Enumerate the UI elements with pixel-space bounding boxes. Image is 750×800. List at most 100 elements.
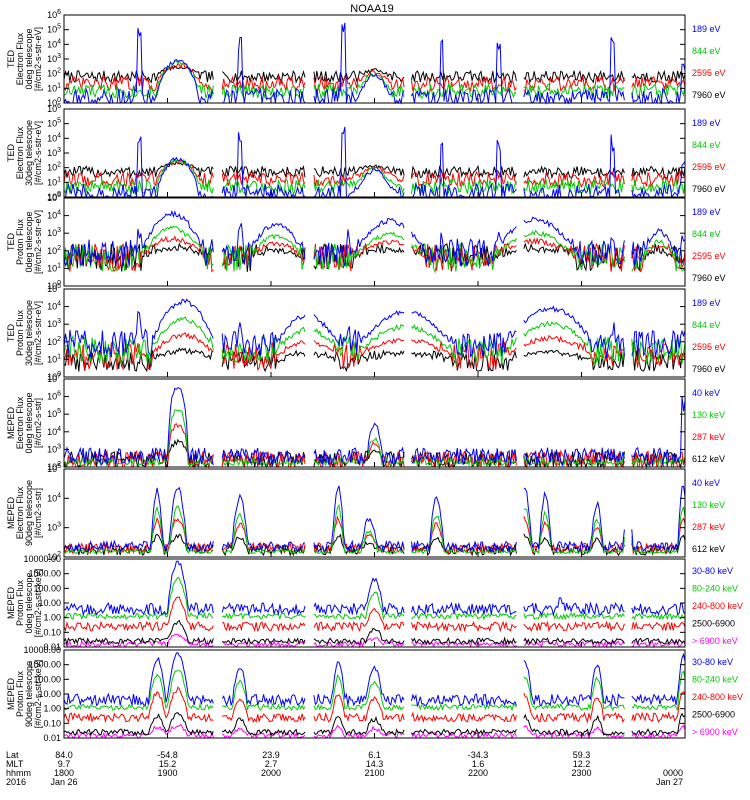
x-row-value: Jan 26 (50, 777, 77, 787)
panel-1: 100 101 102 103 104 105 106 TEDElectron Flux0de… (6, 9, 726, 108)
legend-entry: 30-80 keV (692, 566, 733, 576)
panel-4: 100 101 102 103 104 105 TEDProton Flux30deg te… (6, 283, 726, 382)
x-row-value: 1800 (54, 768, 74, 778)
trace-7960-ev (63, 65, 686, 85)
legend-entry: 2500-6900 (692, 619, 735, 629)
legend-entry: 130 keV (692, 500, 725, 510)
y-tick-label: 1.00 (43, 704, 61, 714)
legend-entry: 40 keV (692, 478, 720, 488)
trace-30-80-kev (63, 652, 686, 708)
y-tick-label: 0.01 (43, 642, 61, 652)
legend-entry: 240-800 keV (692, 601, 743, 611)
legend-entry: > 6900 keV (692, 727, 738, 737)
y-tick-label: 104 (47, 301, 61, 312)
y-axis-label: TEDElectron Flux30deg telescope[#/cm2-s-… (6, 120, 43, 186)
y-tick-label: 0.01 (43, 733, 61, 743)
x-row-value: Jan 27 (656, 777, 683, 787)
panel-8: 0.01 0.10 1.00 10.00 100.00 1000.00 10000.00 ME… (6, 645, 743, 743)
y-tick-label: 10.00 (38, 598, 61, 608)
y-axis-label: TEDElectron Flux0deg telescope[#/cm2-s-s… (6, 27, 43, 91)
trace-844-ev (63, 316, 686, 366)
legend-entry: 2595 eV (692, 342, 726, 352)
y-tick-label: 1000.00 (28, 660, 61, 670)
legend-entry: 844 eV (692, 320, 721, 330)
legend-entry: 189 eV (692, 207, 721, 217)
trace--6900-kev (63, 633, 686, 649)
trace-30-80-kev (63, 560, 686, 617)
y-tick-label: 10.00 (38, 689, 61, 699)
y-tick-label: 107 (47, 373, 61, 384)
y-tick-label: 103 (47, 443, 61, 454)
y-tick-label: 103 (47, 147, 61, 158)
x-row-value: 9.7 (58, 759, 71, 769)
legend-entry: 7960 eV (692, 90, 726, 100)
x-row-label: Lat (6, 750, 19, 760)
y-tick-label: 105 (47, 24, 61, 35)
y-tick-label: 105 (47, 118, 61, 129)
y-tick-label: 102 (47, 68, 61, 79)
y-tick-label: 105 (47, 463, 61, 474)
trace-2595-ev (63, 62, 686, 93)
legend-entry: > 6900 keV (692, 636, 738, 646)
y-tick-label: 102 (47, 336, 61, 347)
y-tick-label: 106 (47, 9, 61, 20)
legend-entry: 287 keV (692, 432, 725, 442)
legend-entry: 2595 eV (692, 251, 726, 261)
trace-7960-ev (63, 242, 686, 272)
y-tick-label: 105 (47, 192, 61, 203)
y-tick-label: 100 (47, 371, 61, 382)
y-tick-label: 102 (47, 245, 61, 256)
y-tick-label: 1.00 (43, 613, 61, 623)
y-tick-label: 103 (47, 522, 61, 533)
legend-entry: 80-240 keV (692, 674, 738, 684)
panel-3: 100 101 102 103 104 105 TEDProton Flux0deg tel… (6, 192, 726, 291)
legend-entry: 130 keV (692, 410, 725, 420)
trace-80-240-kev (63, 576, 686, 621)
legend-entry: 7960 eV (692, 273, 726, 283)
trace-844-ev (63, 60, 686, 100)
legend-entry: 2595 eV (692, 68, 726, 78)
panel-6: 102 103 104 105 MEPEDElectron Flux90deg tele… (6, 463, 725, 562)
y-tick-label: 101 (47, 82, 61, 93)
x-row-value: 0000 (663, 768, 683, 778)
x-row-value: 6.1 (368, 750, 381, 760)
y-tick-label: 103 (47, 318, 61, 329)
y-tick-label: 100 (47, 280, 61, 291)
x-row-value: 59.3 (573, 750, 591, 760)
x-row-value: -34.3 (468, 750, 489, 760)
legend-entry: 612 keV (692, 544, 725, 554)
y-axis-label: MEPEDProton Flux0deg telescope[#/cm2-s-s… (6, 569, 43, 638)
y-tick-label: 100.00 (33, 583, 61, 593)
x-row-value: 12.2 (573, 759, 591, 769)
x-row-value: 15.2 (159, 759, 177, 769)
panel-2: 100 101 102 103 104 105 106 TEDElectron Flux30d… (6, 103, 726, 202)
trace-130-kev (63, 503, 686, 555)
y-tick-label: 102 (47, 461, 61, 472)
y-tick-label: 102 (47, 551, 61, 562)
trace-189-ev (63, 209, 686, 267)
y-tick-label: 104 (47, 132, 61, 143)
y-tick-label: 101 (47, 262, 61, 273)
trace-2595-ev (63, 235, 686, 273)
x-row-value: 23.9 (262, 750, 280, 760)
trace-844-ev (63, 225, 686, 274)
x-row-value: 84.0 (55, 750, 73, 760)
y-tick-label: 103 (47, 227, 61, 238)
legend-entry: 189 eV (692, 24, 721, 34)
panel-7: 0.01 0.10 1.00 10.00 100.00 1000.00 10000.00 ME… (6, 554, 743, 652)
trace-130-kev (63, 409, 686, 467)
y-tick-label: 106 (47, 103, 61, 114)
legend-entry: 40 keV (692, 388, 720, 398)
legend-entry: 287 keV (692, 522, 725, 532)
trace-2500-6900 (63, 712, 686, 737)
y-tick-label: 105 (47, 283, 61, 294)
y-axis-label: MEPEDElectron Flux90deg telescope[#/cm2-… (6, 480, 43, 546)
x-row-value: 14.3 (366, 759, 384, 769)
y-axis-label: MEPEDElectron Flux0deg telescope[#/cm2-s… (6, 392, 43, 453)
trace-2595-ev (63, 160, 686, 189)
legend-entry: 844 eV (692, 46, 721, 56)
panel-frame (63, 558, 686, 648)
y-tick-label: 101 (47, 176, 61, 187)
legend-entry: 612 keV (692, 454, 725, 464)
panel-frame (63, 288, 686, 378)
